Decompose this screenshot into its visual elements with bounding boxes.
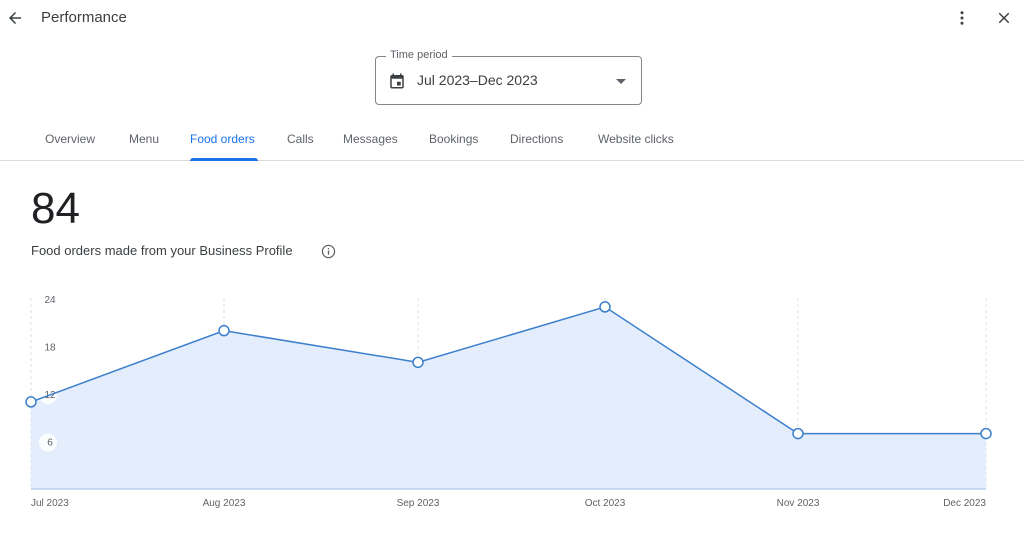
tab-calls[interactable]: Calls <box>287 132 314 146</box>
y-tick-label: 18 <box>44 343 56 354</box>
close-icon <box>998 12 1010 24</box>
time-period-value: Jul 2023–Dec 2023 <box>417 72 538 88</box>
time-period-label: Time period <box>386 49 452 61</box>
data-point <box>980 427 992 440</box>
more-vert-icon <box>960 11 964 25</box>
active-tab-indicator <box>190 158 258 161</box>
series-area <box>31 306 986 489</box>
back-button[interactable] <box>4 7 26 29</box>
y-tick-label: 24 <box>44 295 56 306</box>
calendar-icon <box>390 73 404 89</box>
close-button[interactable] <box>993 7 1015 29</box>
data-point <box>599 301 611 313</box>
more-options-button[interactable] <box>951 7 973 29</box>
info-icon[interactable] <box>321 244 336 259</box>
metric-description: Food orders made from your Business Prof… <box>31 243 293 258</box>
x-tick-label: Dec 2023 <box>943 498 986 509</box>
tab-bookings[interactable]: Bookings <box>429 132 479 146</box>
data-point <box>792 427 804 440</box>
tab-website-clicks[interactable]: Website clicks <box>598 132 674 146</box>
tab-bar: Overview Menu Food orders Calls Messages… <box>0 126 1024 161</box>
tab-menu[interactable]: Menu <box>129 132 160 146</box>
arrow-back-icon <box>9 12 21 24</box>
y-tick-label: 6 <box>47 438 53 449</box>
data-point <box>25 396 37 408</box>
dropdown-arrow-icon <box>616 79 626 84</box>
x-tick-label: Sep 2023 <box>397 498 440 509</box>
y-tick-bg <box>39 338 57 357</box>
tab-directions[interactable]: Directions <box>510 132 564 146</box>
x-tick-label: Aug 2023 <box>203 498 246 509</box>
x-tick-label: Jul 2023 <box>31 498 69 509</box>
tab-food-orders[interactable]: Food orders <box>190 132 255 146</box>
x-tick-label: Nov 2023 <box>777 498 820 509</box>
tab-messages[interactable]: Messages <box>343 132 398 146</box>
top-bar: Performance <box>0 0 1024 36</box>
data-point <box>218 324 230 337</box>
page-title: Performance <box>41 9 127 26</box>
data-point <box>412 356 424 369</box>
tab-overview[interactable]: Overview <box>45 132 96 146</box>
y-tick-bg <box>39 433 57 452</box>
x-tick-label: Oct 2023 <box>585 498 626 509</box>
series-line <box>30 306 986 435</box>
metric-value: 84 <box>31 184 80 233</box>
time-period-select[interactable]: Time period Jul 2023–Dec 2023 <box>375 49 642 105</box>
y-tick-bg <box>39 291 57 309</box>
